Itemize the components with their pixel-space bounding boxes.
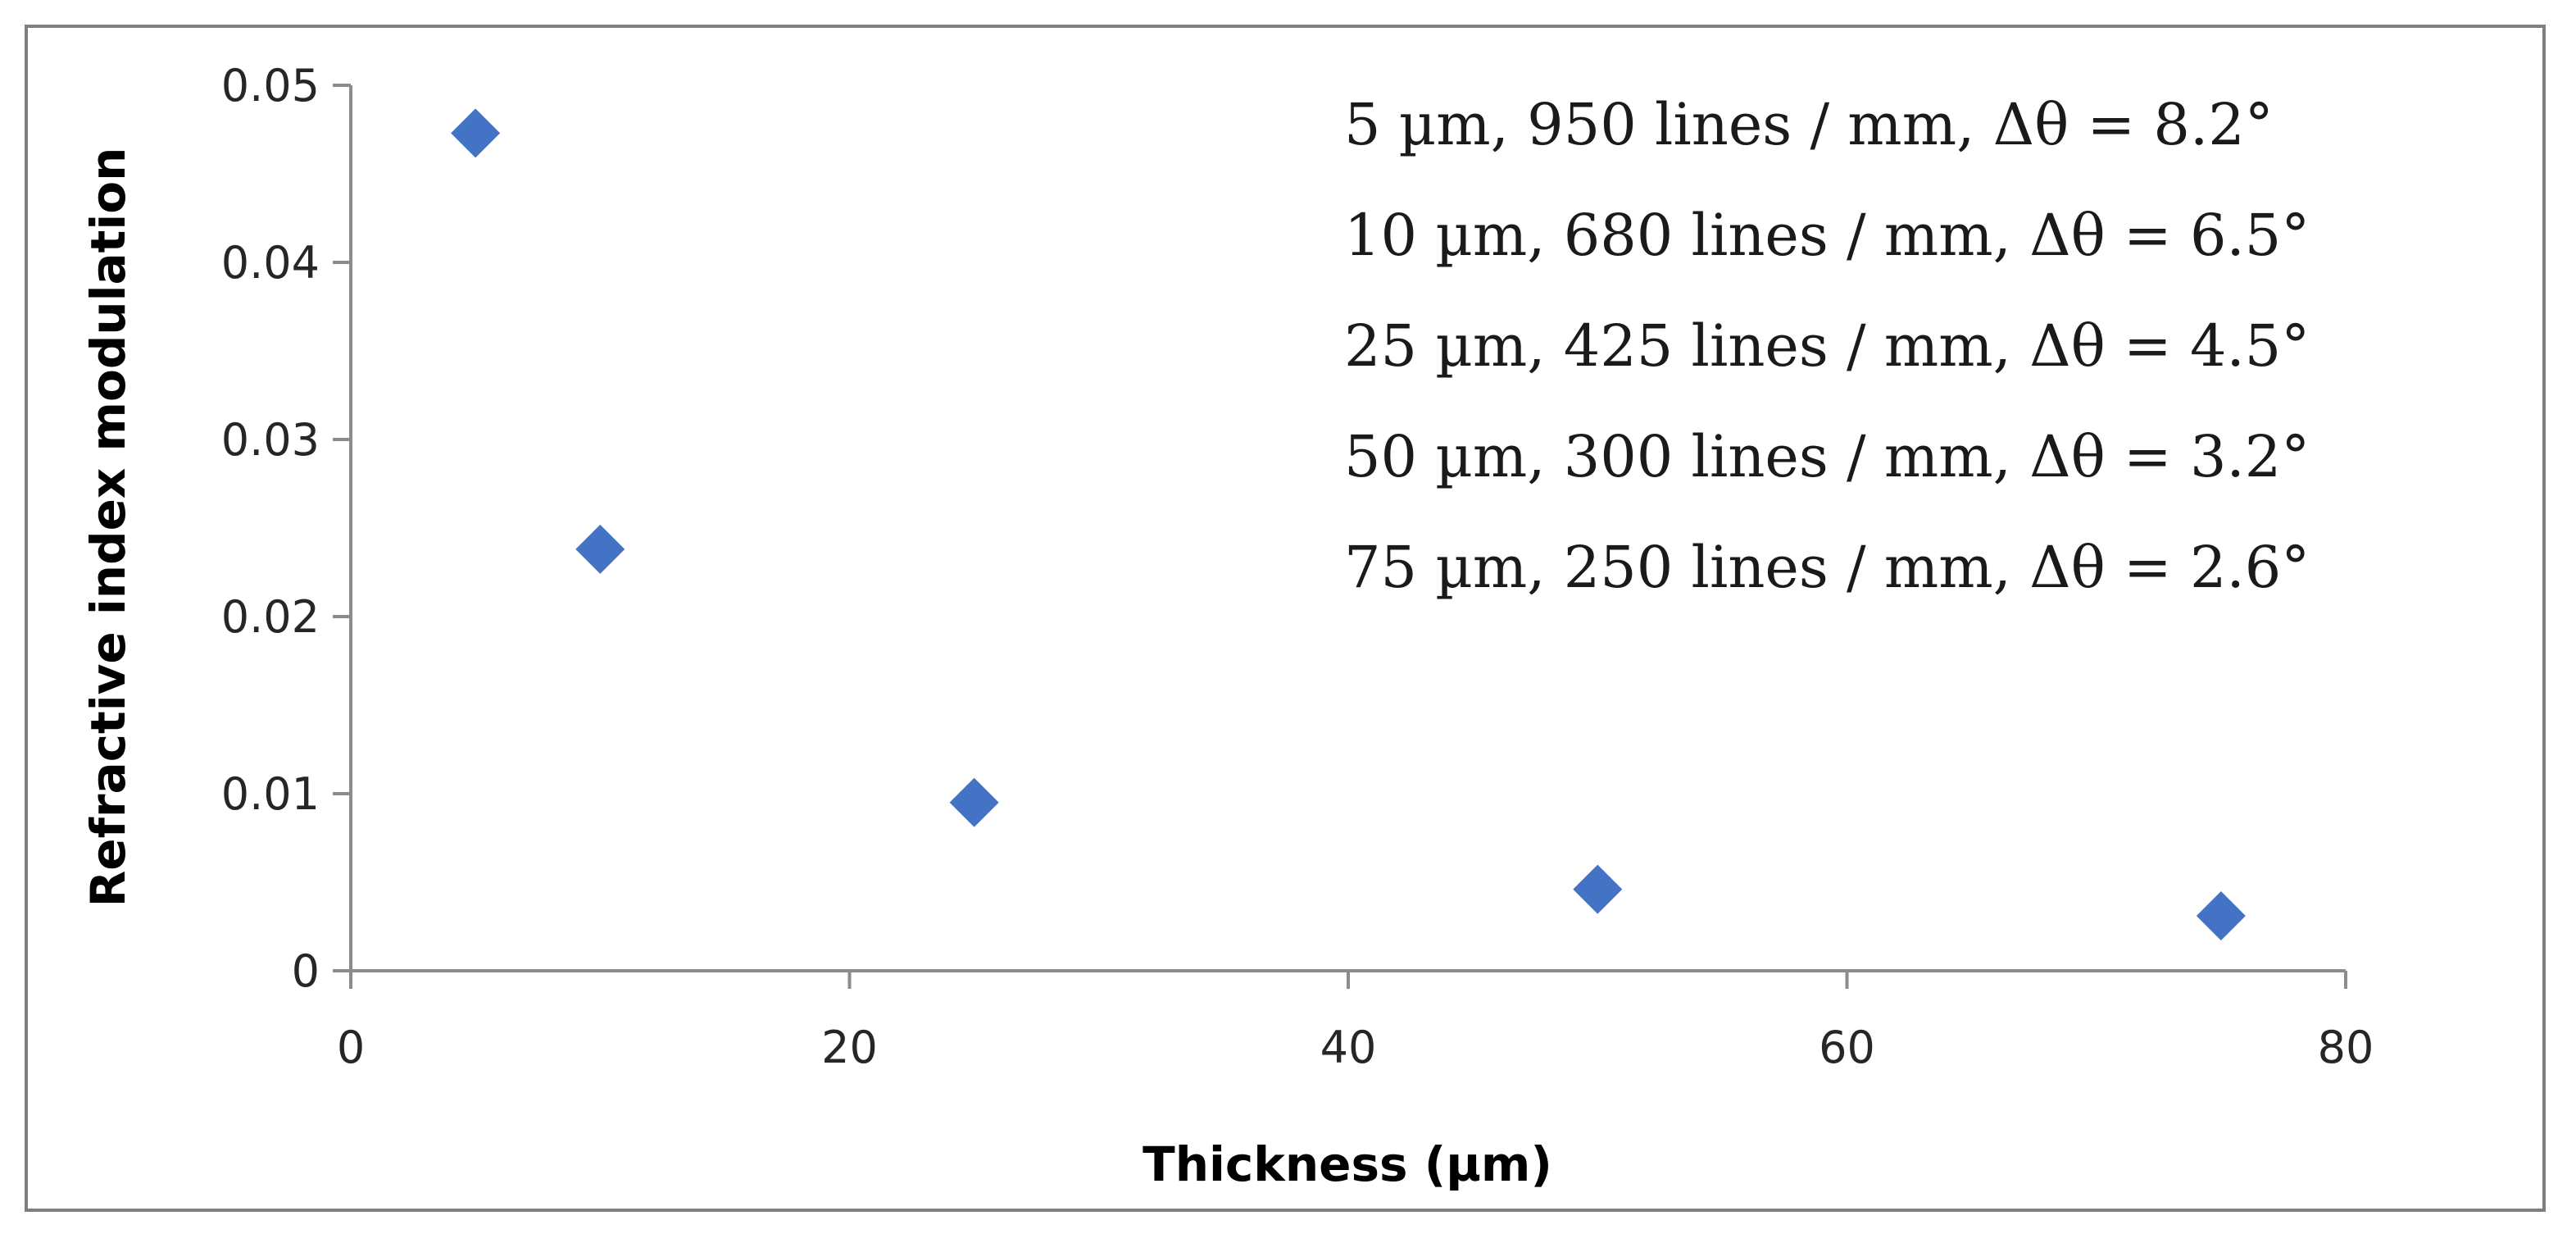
y-tick-label: 0.05 [221, 60, 320, 112]
chart-frame [25, 25, 2546, 1212]
data-point [575, 524, 625, 574]
y-tick-label: 0.01 [221, 768, 320, 820]
tick-labels: 0 0.01 0.02 0.03 0.04 0.05 0 20 40 60 80 [221, 60, 2374, 1073]
data-point [451, 108, 501, 158]
data-points [451, 108, 2246, 941]
y-axis-title: Refractive index modulation [80, 148, 136, 908]
y-tick-label: 0.03 [221, 414, 320, 466]
y-tick-label: 0.02 [221, 591, 320, 643]
annotations: 5 µm, 950 lines / mm, Δθ = 8.2° 10 µm, 68… [1344, 91, 2310, 601]
data-point [1573, 864, 1623, 914]
data-point [2196, 891, 2246, 941]
data-point [949, 777, 999, 827]
x-axis-title: Thickness (µm) [1143, 1136, 1552, 1192]
x-tick-label: 60 [1819, 1022, 1875, 1073]
annotation-line: 75 µm, 250 lines / mm, Δθ = 2.6° [1344, 534, 2310, 601]
annotation-line: 10 µm, 680 lines / mm, Δθ = 6.5° [1344, 202, 2310, 269]
tick-marks [333, 84, 2347, 989]
annotation-line: 5 µm, 950 lines / mm, Δθ = 8.2° [1344, 91, 2274, 158]
annotation-line: 50 µm, 300 lines / mm, Δθ = 3.2° [1344, 423, 2310, 490]
y-tick-label: 0.04 [221, 237, 320, 289]
x-tick-label: 80 [2318, 1022, 2374, 1073]
y-tick-label: 0 [292, 945, 320, 997]
x-tick-label: 0 [337, 1022, 365, 1073]
annotation-line: 25 µm, 425 lines / mm, Δθ = 4.5° [1344, 312, 2310, 380]
x-tick-label: 20 [821, 1022, 878, 1073]
x-tick-label: 40 [1320, 1022, 1377, 1073]
